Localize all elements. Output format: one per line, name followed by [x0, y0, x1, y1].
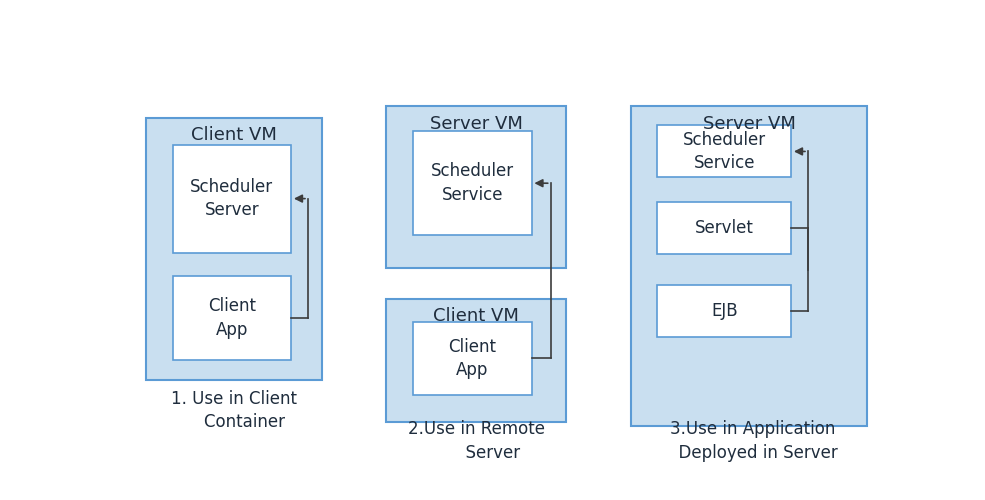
FancyBboxPatch shape [172, 144, 292, 252]
Text: EJB: EJB [711, 302, 738, 320]
Text: Client VM: Client VM [433, 307, 519, 325]
FancyBboxPatch shape [658, 285, 791, 337]
FancyBboxPatch shape [146, 118, 321, 380]
Text: 1. Use in Client
    Container: 1. Use in Client Container [170, 390, 296, 431]
Text: Client VM: Client VM [191, 126, 277, 144]
FancyBboxPatch shape [414, 131, 532, 235]
FancyBboxPatch shape [172, 276, 292, 360]
Text: Client
App: Client App [448, 338, 496, 379]
FancyBboxPatch shape [386, 106, 565, 268]
FancyBboxPatch shape [386, 298, 565, 422]
Text: Scheduler
Server: Scheduler Server [190, 178, 274, 220]
Text: Scheduler
Service: Scheduler Service [683, 130, 766, 172]
Text: Server VM: Server VM [429, 114, 523, 132]
Text: Servlet: Servlet [694, 220, 754, 238]
Text: Server VM: Server VM [702, 114, 796, 132]
Text: 3.Use in Application
  Deployed in Server: 3.Use in Application Deployed in Server [668, 420, 838, 462]
Text: 2.Use in Remote
      Server: 2.Use in Remote Server [408, 420, 545, 462]
FancyBboxPatch shape [630, 106, 868, 426]
FancyBboxPatch shape [658, 202, 791, 254]
Text: Scheduler
Service: Scheduler Service [430, 162, 514, 204]
Text: Client
App: Client App [208, 297, 256, 339]
FancyBboxPatch shape [658, 126, 791, 178]
FancyBboxPatch shape [414, 322, 532, 395]
